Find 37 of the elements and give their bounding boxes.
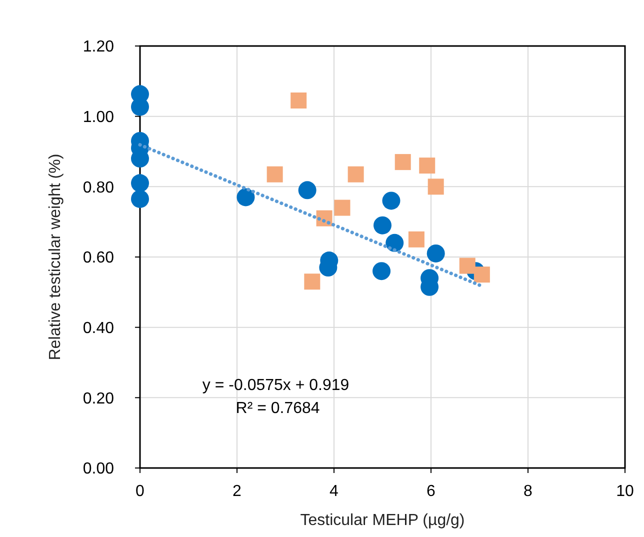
- x-tick-label: 2: [232, 483, 242, 500]
- point: [236, 188, 255, 206]
- annotation: R² = 0.7684: [236, 400, 320, 417]
- x-tick-label: 6: [426, 483, 436, 500]
- point: [394, 154, 411, 170]
- point: [304, 274, 320, 290]
- point: [419, 158, 436, 174]
- point: [348, 166, 364, 182]
- y-tick-label: 1.20: [82, 38, 114, 56]
- y-tick-label: 0.20: [82, 390, 114, 408]
- point: [382, 192, 400, 210]
- point: [426, 244, 445, 262]
- point: [428, 178, 444, 195]
- point: [374, 216, 392, 234]
- point: [131, 174, 149, 192]
- point: [372, 262, 391, 280]
- point: [266, 166, 283, 182]
- annotation: y = -0.0575x + 0.919: [202, 377, 350, 394]
- x-tick-label: 8: [524, 483, 533, 500]
- point: [459, 258, 476, 274]
- x-tick-label: 0: [136, 483, 145, 500]
- point: [131, 190, 149, 208]
- point: [386, 234, 404, 252]
- point: [334, 200, 350, 216]
- y-tick-label: 1.00: [82, 108, 114, 126]
- y-tick-label: 0.00: [82, 460, 114, 478]
- point: [290, 92, 307, 109]
- point: [408, 231, 424, 248]
- x-tick-label: 10: [616, 483, 634, 500]
- y-tick-label: 0.40: [82, 320, 114, 337]
- point: [298, 181, 316, 200]
- x-tick-label: 4: [330, 483, 339, 500]
- y-axis-title: Relative testicular weight (%): [47, 154, 64, 360]
- y-tick-label: 0.80: [82, 179, 114, 196]
- x-axis-title: Testicular MEHP (µg/g): [300, 512, 465, 529]
- point: [474, 266, 490, 283]
- y-tick-label: 0.60: [82, 250, 114, 267]
